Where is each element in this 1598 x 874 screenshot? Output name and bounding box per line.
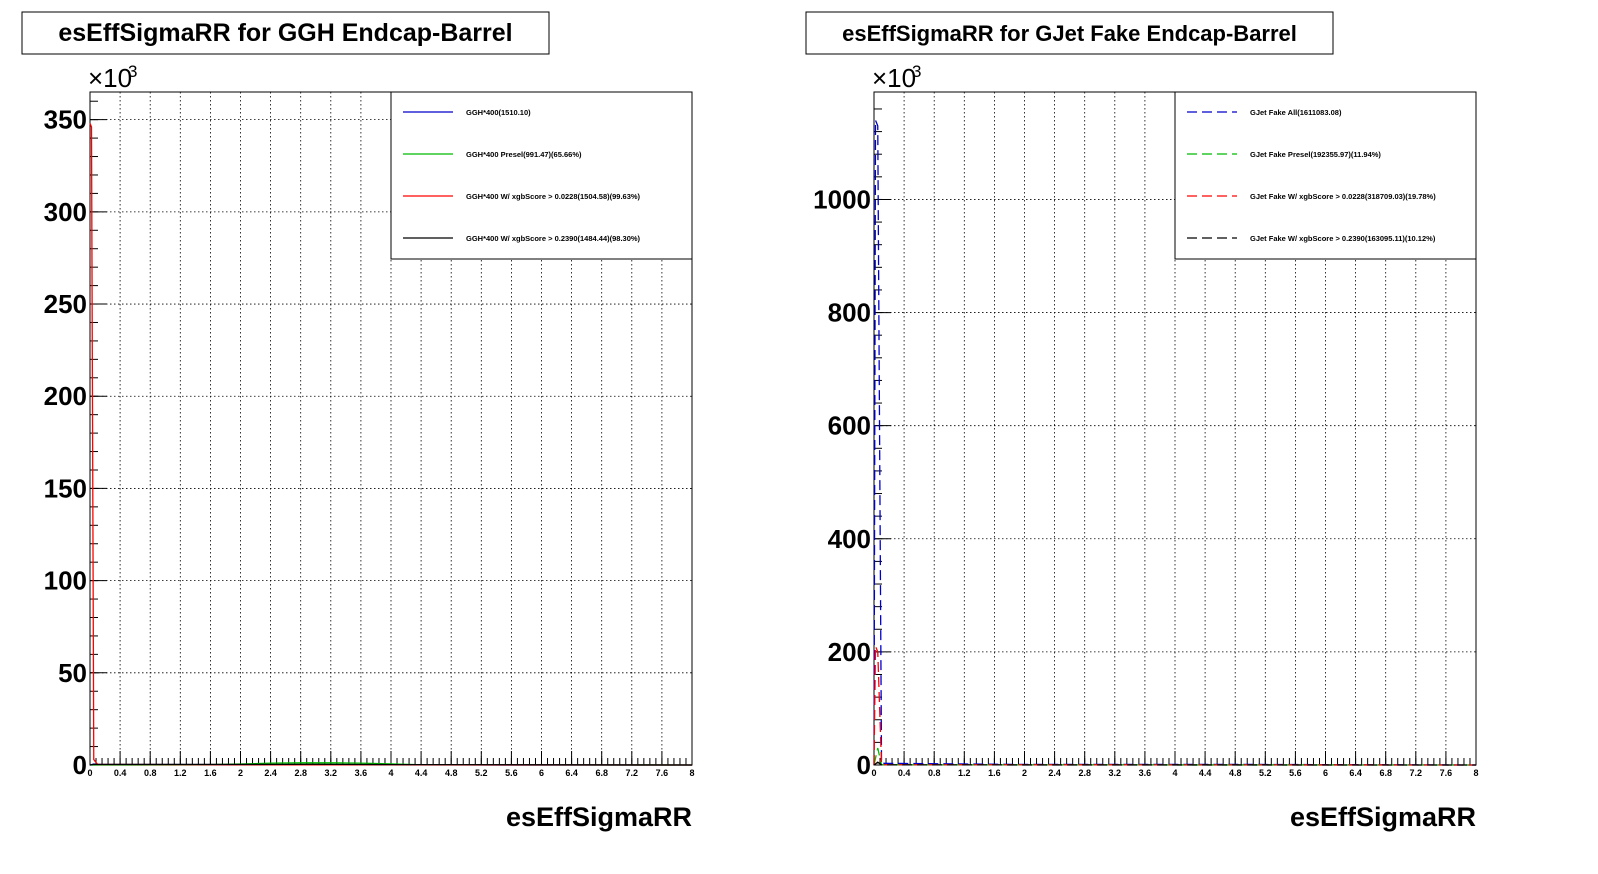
legend-box bbox=[390, 91, 693, 260]
y-axis-multiplier: ×10 bbox=[872, 63, 916, 93]
chart-title-box bbox=[21, 11, 550, 55]
x-tick-label: 6.4 bbox=[565, 768, 578, 778]
x-tick-label: 6 bbox=[539, 768, 544, 778]
y-tick-label: 350 bbox=[44, 105, 87, 135]
y-tick-label: 250 bbox=[44, 289, 87, 319]
x-tick-label: 1.6 bbox=[204, 768, 217, 778]
x-tick-label: 7.6 bbox=[1440, 768, 1453, 778]
legend-entry: GGH*400 Presel(991.47)(65.66%) bbox=[466, 150, 582, 159]
x-tick-label: 2.8 bbox=[1078, 768, 1091, 778]
x-tick-label: 0 bbox=[87, 768, 92, 778]
x-tick-label: 0.8 bbox=[144, 768, 157, 778]
x-tick-label: 4.8 bbox=[1229, 768, 1242, 778]
x-tick-label: 4.4 bbox=[415, 768, 428, 778]
x-tick-label: 4.4 bbox=[1199, 768, 1212, 778]
y-axis-multiplier: ×10 bbox=[88, 63, 132, 93]
x-tick-label: 0.4 bbox=[114, 768, 127, 778]
x-tick-label: 0.4 bbox=[898, 768, 911, 778]
legend-entry: GGH*400 W/ xgbScore > 0.0228(1504.58)(99… bbox=[466, 192, 641, 201]
x-tick-label: 7.6 bbox=[656, 768, 669, 778]
x-tick-label: 5.2 bbox=[475, 768, 488, 778]
legend-entry: GJet Fake W/ xgbScore > 0.0228(318709.03… bbox=[1250, 192, 1436, 201]
x-tick-label: 4 bbox=[1172, 768, 1177, 778]
x-tick-label: 4.8 bbox=[445, 768, 458, 778]
x-tick-label: 3.6 bbox=[355, 768, 368, 778]
chart-panel-2: 0 0.4 0.8 1.2 1.6 2 2.4 2.8 3.2 3.6 4 4.4 4.8 5.2 5.6 6… bbox=[805, 11, 1479, 832]
x-tick-label: 0.8 bbox=[928, 768, 941, 778]
x-tick-label: 1.2 bbox=[174, 768, 187, 778]
legend-entry: GJet Fake Presel(192355.97)(11.94%) bbox=[1250, 150, 1381, 159]
y-axis-multiplier-exponent: 3 bbox=[912, 62, 921, 81]
x-tick-label: 6.8 bbox=[1379, 768, 1392, 778]
x-tick-label: 4 bbox=[388, 768, 393, 778]
x-tick-label: 3.2 bbox=[325, 768, 338, 778]
y-tick-label: 150 bbox=[44, 473, 87, 503]
x-tick-label: 2 bbox=[1022, 768, 1027, 778]
x-tick-label: 2.4 bbox=[1048, 768, 1061, 778]
x-axis-label: esEffSigmaRR bbox=[1290, 802, 1476, 832]
legend-entry: GGH*400(1510.10) bbox=[466, 108, 531, 117]
x-tick-label: 6.4 bbox=[1349, 768, 1362, 778]
y-tick-label: 200 bbox=[44, 381, 87, 411]
legend-box bbox=[1174, 91, 1477, 260]
x-axis-label: esEffSigmaRR bbox=[506, 802, 692, 832]
x-tick-label: 1.6 bbox=[988, 768, 1001, 778]
series-line-4 bbox=[89, 763, 693, 766]
x-tick-label: 3.6 bbox=[1139, 768, 1152, 778]
y-tick-label: 50 bbox=[58, 658, 87, 688]
x-tick-label: 2.8 bbox=[294, 768, 307, 778]
legend-entry: GJet Fake W/ xgbScore > 0.2390(163095.11… bbox=[1250, 234, 1436, 243]
series-line-4 bbox=[873, 761, 1477, 766]
x-tick-label: 1.2 bbox=[958, 768, 971, 778]
x-tick-label: 7.2 bbox=[1410, 768, 1423, 778]
legend-entry: GGH*400 W/ xgbScore > 0.2390(1484.44)(98… bbox=[466, 234, 641, 243]
y-tick-label: 300 bbox=[44, 197, 87, 227]
y-tick-label: 0 bbox=[73, 750, 87, 780]
chart-panel-1: 0 0.4 0.8 1.2 1.6 2 2.4 2.8 3.2 3.6 4 4.4 4.8 5.2 5.6 6… bbox=[21, 11, 695, 832]
y-axis-multiplier-exponent: 3 bbox=[128, 62, 137, 81]
x-tick-label: 8 bbox=[1473, 768, 1478, 778]
x-tick-label: 2 bbox=[238, 768, 243, 778]
x-tick-label: 5.2 bbox=[1259, 768, 1272, 778]
chart-title: esEffSigmaRR for GJet Fake Endcap-Barrel bbox=[842, 21, 1297, 46]
y-tick-label: 800 bbox=[828, 298, 871, 328]
x-tick-label: 5.6 bbox=[1289, 768, 1302, 778]
chart-title: esEffSigmaRR for GGH Endcap-Barrel bbox=[58, 19, 512, 47]
x-tick-label: 6.8 bbox=[595, 768, 608, 778]
series-line-3 bbox=[873, 645, 1477, 766]
y-tick-label: 600 bbox=[828, 411, 871, 441]
x-tick-label: 7.2 bbox=[626, 768, 639, 778]
y-tick-label: 100 bbox=[44, 566, 87, 596]
x-tick-label: 6 bbox=[1323, 768, 1328, 778]
x-tick-label: 0 bbox=[871, 768, 876, 778]
x-tick-label: 2.4 bbox=[264, 768, 277, 778]
x-tick-label: 3.2 bbox=[1109, 768, 1122, 778]
y-tick-label: 200 bbox=[828, 637, 871, 667]
x-tick-label: 5.6 bbox=[505, 768, 518, 778]
chart-title-box bbox=[805, 11, 1334, 55]
x-tick-label: 8 bbox=[689, 768, 694, 778]
y-tick-label: 1000 bbox=[813, 184, 871, 214]
legend-entry: GJet Fake All(1611083.08) bbox=[1250, 108, 1342, 117]
y-tick-label: 400 bbox=[828, 524, 871, 554]
y-tick-label: 0 bbox=[857, 750, 871, 780]
